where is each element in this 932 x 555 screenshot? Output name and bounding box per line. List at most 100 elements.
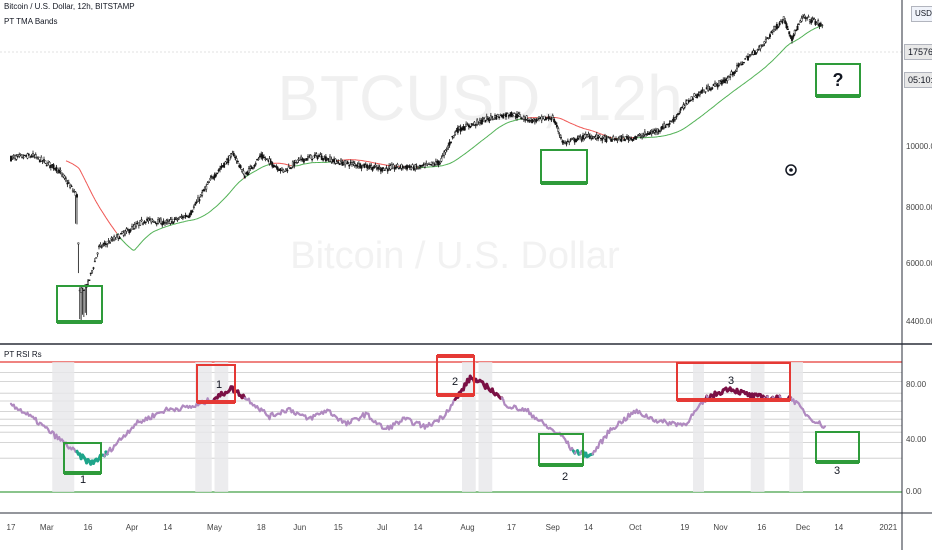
indicator-label-tma[interactable]: PT TMA Bands <box>4 17 58 26</box>
candle-body <box>765 39 766 42</box>
bar-countdown-badge: 05:10:55 <box>904 72 932 88</box>
ma-segment <box>450 163 451 164</box>
candle-body <box>643 135 644 136</box>
candle-body <box>716 83 717 84</box>
candle-body <box>701 91 702 93</box>
candle-body <box>555 122 556 125</box>
candle-body <box>96 257 97 258</box>
candle-body <box>588 134 589 135</box>
candle-body <box>171 219 172 221</box>
ma-segment <box>579 127 580 128</box>
candle-body <box>210 178 211 180</box>
candle-body <box>384 169 385 170</box>
ma-segment <box>256 170 257 171</box>
candle-body <box>537 119 538 120</box>
rsi-label-3-low: 3 <box>834 465 840 477</box>
candle-body <box>387 169 388 171</box>
candle-body <box>107 244 108 245</box>
candle-body <box>91 270 92 272</box>
candle-body <box>446 149 447 150</box>
candle-body <box>551 119 552 120</box>
candle-body <box>591 136 592 137</box>
candle-body <box>45 161 46 164</box>
candle-body <box>195 204 196 206</box>
candle-body <box>727 78 728 80</box>
candle-body <box>295 160 296 162</box>
candle-body <box>130 230 131 231</box>
rsi-shade-band <box>751 362 765 492</box>
candle-body <box>140 221 141 226</box>
candle-body <box>486 116 487 118</box>
candle-body <box>798 24 799 25</box>
ma-segment <box>264 166 265 167</box>
candle-body <box>801 18 802 21</box>
time-axis-tick: 15 <box>334 523 343 532</box>
time-axis-tick: Jul <box>377 523 387 532</box>
ma-segment <box>582 128 583 129</box>
candle-body <box>784 21 785 24</box>
candle-body <box>632 139 633 141</box>
candle-body <box>475 125 476 126</box>
candle-body <box>208 182 209 183</box>
candle-body <box>281 168 282 170</box>
candle-body <box>252 168 253 169</box>
candle-body <box>577 138 578 139</box>
candle-body <box>639 134 640 135</box>
candle-body <box>322 158 323 160</box>
candle-body <box>610 139 611 140</box>
candle-body <box>306 158 307 160</box>
candle-body <box>173 222 174 224</box>
candle-body <box>284 171 285 172</box>
candle-body <box>750 54 751 55</box>
rsi-shade-band <box>693 362 704 492</box>
ma-segment <box>198 218 199 219</box>
candle-body <box>218 170 219 171</box>
indicator-label-rsi[interactable]: PT RSI Rs <box>4 350 42 359</box>
ma-segment <box>602 134 603 135</box>
candle-body <box>597 137 598 139</box>
candle-body <box>533 119 534 120</box>
ma-segment <box>575 125 576 126</box>
candle-body <box>797 26 798 30</box>
candle-body <box>349 165 350 166</box>
rsi-shade-band <box>789 362 803 492</box>
candle-body <box>240 166 241 168</box>
ma-segment <box>261 167 262 168</box>
target-icon-dot <box>789 168 793 172</box>
ma-segment <box>252 172 253 173</box>
candle-body <box>244 176 245 178</box>
candle-body <box>659 131 660 132</box>
ma-segment <box>201 217 202 218</box>
candle-body <box>164 223 165 224</box>
candle-body <box>397 164 398 166</box>
currency-scale-button[interactable]: USD <box>911 6 932 22</box>
candle-body <box>679 113 680 114</box>
time-axis-tick: 14 <box>414 523 423 532</box>
candle-body <box>560 137 561 138</box>
ma-segment <box>259 168 260 169</box>
candle-body <box>581 140 582 141</box>
candle-body <box>779 23 780 25</box>
ma-segment <box>154 231 155 232</box>
candle-body <box>102 245 103 246</box>
candle-body <box>108 241 109 242</box>
candle-body <box>65 179 66 181</box>
candle-body <box>90 273 91 274</box>
time-axis-tick: 14 <box>163 523 172 532</box>
candle-body <box>786 24 787 28</box>
time-axis-tick: 17 <box>507 523 516 532</box>
ma-segment <box>813 29 814 30</box>
candle-body <box>757 50 758 51</box>
candle-body <box>71 186 72 187</box>
time-axis-tick: Dec <box>796 523 810 532</box>
candle-body <box>450 142 451 143</box>
candle-body <box>531 120 532 123</box>
ma-segment <box>199 217 200 218</box>
candle-body <box>523 116 524 119</box>
candle-body <box>498 117 499 118</box>
candle-body <box>519 114 520 116</box>
time-axis-tick: Apr <box>126 523 139 532</box>
ma-segment <box>507 122 508 123</box>
